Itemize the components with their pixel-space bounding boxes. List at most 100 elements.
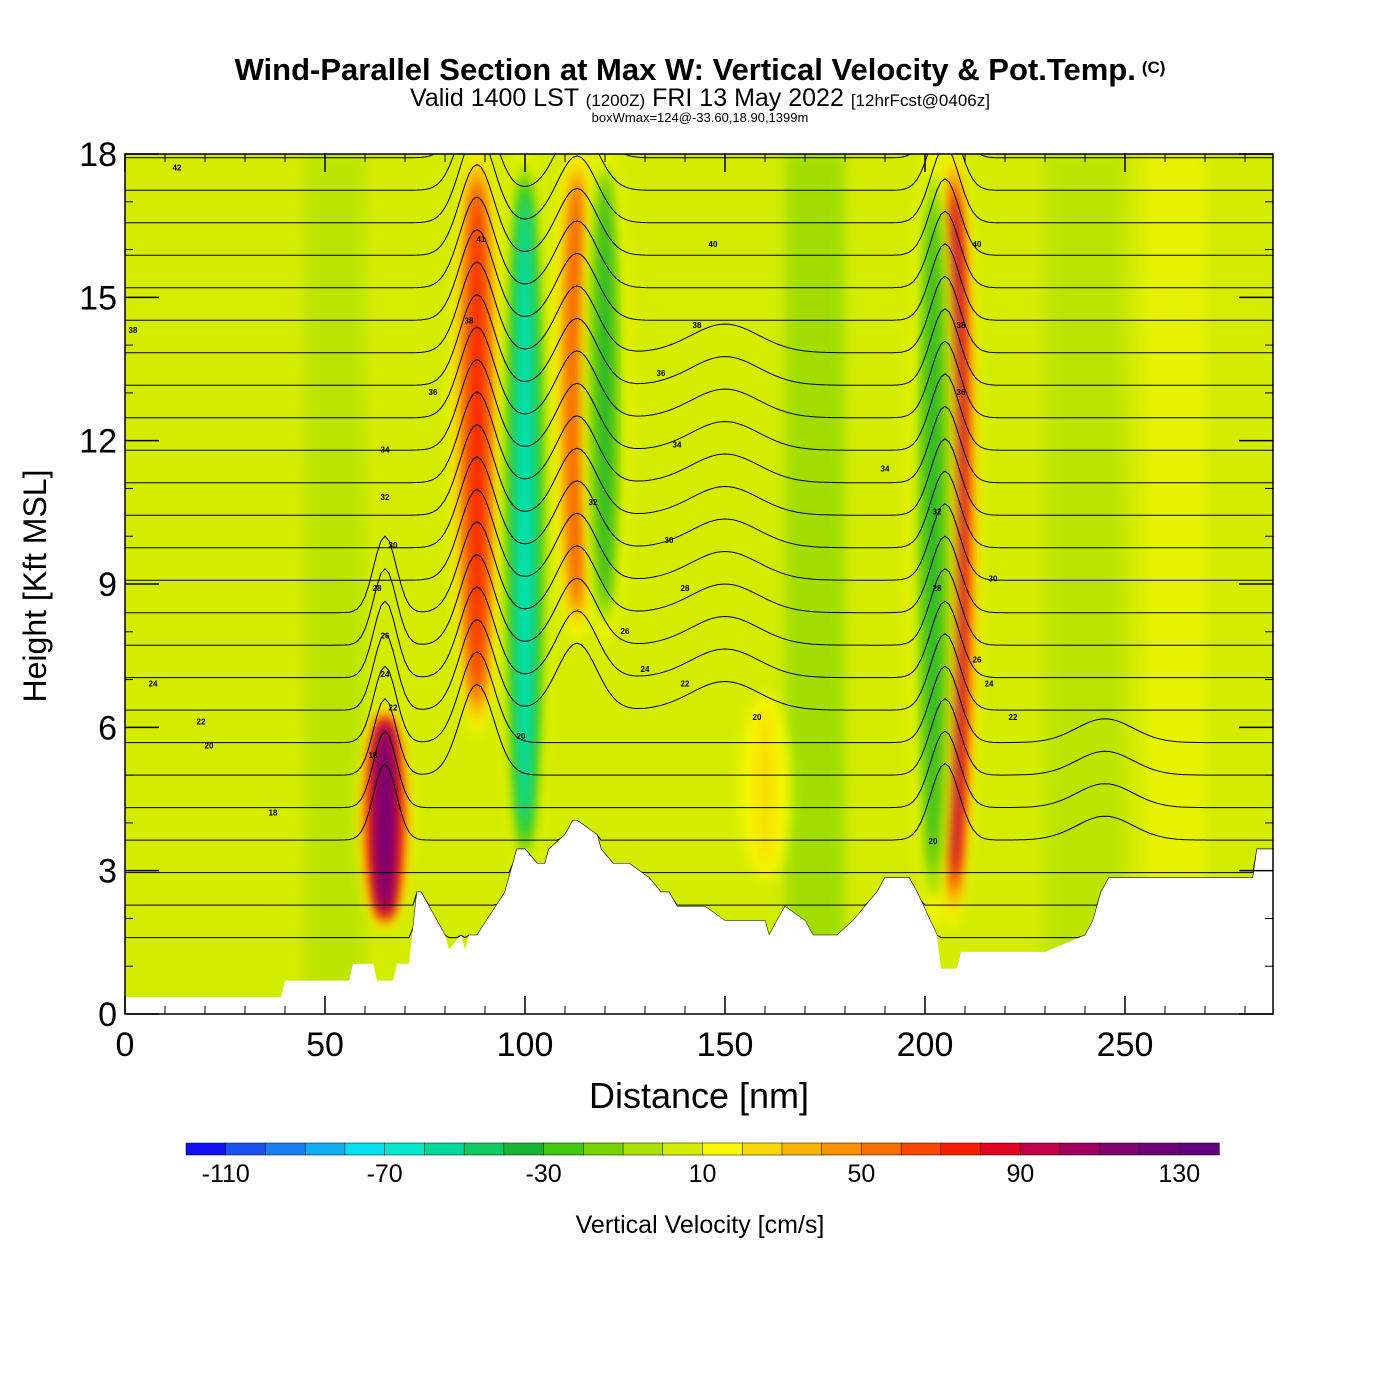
theta-label-20: 34 bbox=[673, 441, 682, 450]
colorbar-tick-5: 90 bbox=[1006, 1160, 1034, 1188]
isentrope-39 bbox=[125, 196, 1273, 289]
theta-label-22: 30 bbox=[665, 536, 674, 545]
boxwmax-text: boxWmax=124@-33.60,18.90,1399m bbox=[591, 110, 809, 125]
colorbar-swatch-14 bbox=[741, 1142, 783, 1156]
theta-label-7: 30 bbox=[389, 541, 398, 550]
isentrope-27 bbox=[125, 586, 1273, 679]
colorbar-swatch-6 bbox=[424, 1142, 465, 1156]
valid-time-lst: Valid 1400 LST bbox=[410, 84, 579, 112]
isentrope-20 bbox=[125, 820, 1273, 906]
theta-label-16: 20 bbox=[205, 742, 214, 751]
theta-label-24: 26 bbox=[621, 627, 630, 636]
theta-label-26: 22 bbox=[681, 679, 690, 688]
colorbar: -110 -70 -30 10 50 90 130 bbox=[185, 1142, 1220, 1188]
colorbar-swatch-24 bbox=[1139, 1142, 1180, 1156]
isentrope-42 bbox=[125, 154, 1273, 191]
theta-label-10: 24 bbox=[381, 670, 390, 679]
theta-label-28: 20 bbox=[517, 732, 526, 741]
colorbar-swatch-19 bbox=[940, 1142, 982, 1156]
updraft-0-layer-6 bbox=[377, 724, 393, 912]
colorbar-swatch-10 bbox=[583, 1142, 624, 1156]
colorbar-swatch-4 bbox=[344, 1142, 386, 1156]
isentrope-30 bbox=[125, 488, 1273, 581]
colorbar-swatch-2 bbox=[265, 1142, 306, 1156]
valid-time-utc: (1200Z) bbox=[585, 91, 646, 110]
colorbar-swatch-15 bbox=[781, 1142, 823, 1156]
y-tick-label-15: 15 bbox=[79, 279, 117, 317]
colorbar-swatch-17 bbox=[861, 1142, 902, 1156]
y-tick-label-12: 12 bbox=[79, 423, 117, 461]
colorbar-swatch-12 bbox=[662, 1142, 704, 1156]
isentrope-40 bbox=[125, 163, 1273, 256]
isentrope-24 bbox=[125, 683, 1273, 776]
theta-label-39: 20 bbox=[929, 837, 938, 846]
theta-label-38: 22 bbox=[1009, 713, 1018, 722]
theta-label-30: 38 bbox=[957, 321, 966, 330]
y-tick-label-6: 6 bbox=[98, 709, 117, 747]
isentrope-25 bbox=[125, 651, 1273, 744]
theta-label-9: 26 bbox=[381, 632, 390, 641]
colorbar-swatch-11 bbox=[622, 1142, 664, 1156]
x-tick-label-50: 50 bbox=[306, 1026, 344, 1064]
forecast-info: [12hrFcst@0406z] bbox=[850, 91, 990, 110]
weak-band-1 bbox=[305, 154, 365, 1014]
theta-label-12: 18 bbox=[369, 751, 378, 760]
copyright-mark: (C) bbox=[1141, 58, 1166, 77]
colorbar-label: Vertical Velocity [cm/s] bbox=[576, 1211, 825, 1239]
colorbar-swatch-13 bbox=[702, 1142, 743, 1156]
x-tick-label-150: 150 bbox=[697, 1026, 754, 1064]
isentrope-32 bbox=[125, 423, 1273, 516]
theta-label-19: 36 bbox=[657, 369, 666, 378]
x-tick-label-250: 250 bbox=[1097, 1026, 1154, 1064]
isentrope-31 bbox=[125, 456, 1273, 549]
colorbar-swatch-1 bbox=[225, 1142, 267, 1156]
theta-label-15: 22 bbox=[197, 718, 206, 727]
theta-label-2: 41 bbox=[477, 235, 486, 244]
theta-label-33: 32 bbox=[933, 507, 942, 516]
isentrope-33 bbox=[125, 391, 1273, 484]
theta-label-1: 38 bbox=[129, 326, 138, 335]
colorbar-swatch-22 bbox=[1059, 1142, 1101, 1156]
isentrope-26 bbox=[125, 618, 1273, 711]
theta-label-37: 24 bbox=[985, 679, 994, 688]
isentrope-21 bbox=[125, 820, 1273, 874]
theta-label-13: 18 bbox=[269, 808, 278, 817]
colorbar-swatch-3 bbox=[304, 1142, 346, 1156]
theta-label-6: 32 bbox=[381, 493, 390, 502]
isentrope-37 bbox=[125, 261, 1273, 354]
theta-label-36: 26 bbox=[973, 656, 982, 665]
isentrope-29 bbox=[125, 521, 1273, 614]
colorbar-swatch-5 bbox=[384, 1142, 426, 1156]
colorbar-swatch-25 bbox=[1179, 1142, 1220, 1156]
y-tick-label-18: 18 bbox=[79, 136, 117, 174]
isentrope-41 bbox=[125, 154, 1273, 224]
colorbar-swatch-7 bbox=[463, 1142, 505, 1156]
colorbar-swatch-0 bbox=[185, 1142, 227, 1156]
y-axis-label: Height [Kft MSL] bbox=[17, 470, 53, 703]
theta-label-29: 40 bbox=[973, 240, 982, 249]
isentrope-22 bbox=[125, 762, 1273, 841]
y-tick-label-9: 9 bbox=[98, 566, 117, 604]
isentrope-28 bbox=[125, 553, 1273, 646]
colorbar-tick-2: -30 bbox=[526, 1160, 562, 1188]
isentrope-38 bbox=[125, 228, 1273, 321]
downdraft-2-layer-2 bbox=[925, 202, 941, 870]
theta-label-21: 32 bbox=[589, 498, 598, 507]
isentrope-34 bbox=[125, 358, 1273, 451]
weak-band-4 bbox=[1045, 154, 1125, 1014]
isentrope-36 bbox=[125, 293, 1273, 386]
x-axis-label: Distance [nm] bbox=[589, 1075, 809, 1116]
valid-date: FRI 13 May 2022 bbox=[652, 84, 844, 112]
y-axis: 0 36 9 12 15 18 bbox=[79, 136, 1273, 1034]
theta-label-5: 34 bbox=[381, 445, 390, 454]
theta-label-8: 28 bbox=[373, 584, 382, 593]
colorbar-swatch-8 bbox=[503, 1142, 545, 1156]
y-tick-label-0: 0 bbox=[98, 996, 117, 1034]
theta-label-11: 22 bbox=[389, 703, 398, 712]
colorbar-swatch-18 bbox=[900, 1142, 942, 1156]
chart-title: Wind-Parallel Section at Max W: Vertical… bbox=[0, 52, 1400, 88]
updraft-1-layer-4 bbox=[469, 188, 485, 693]
theta-label-18: 38 bbox=[693, 321, 702, 330]
isentrope-23 bbox=[125, 730, 1273, 809]
